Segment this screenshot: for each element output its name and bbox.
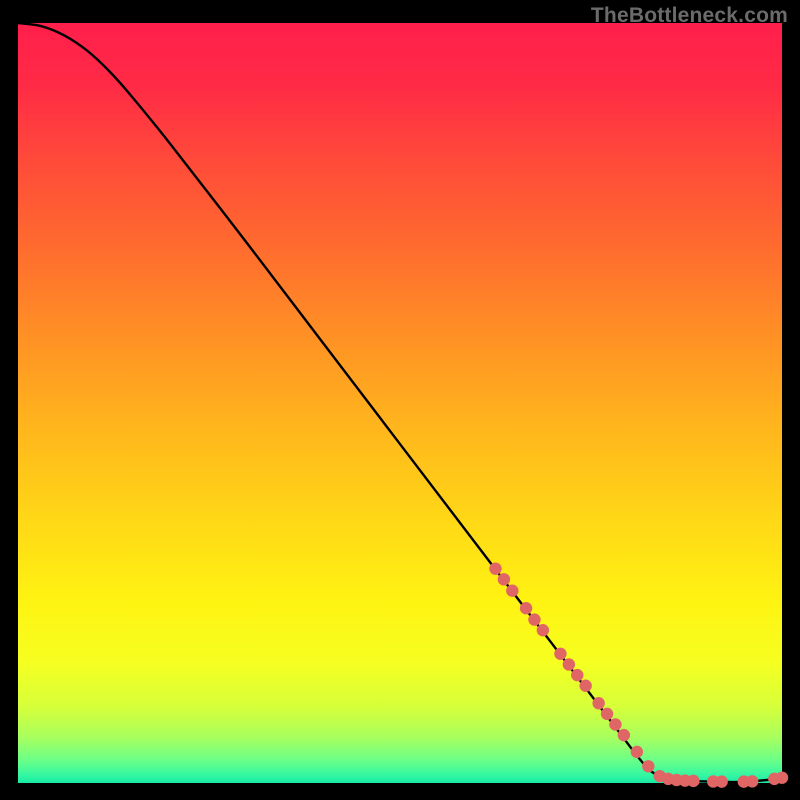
- data-marker: [715, 775, 727, 787]
- data-marker: [592, 697, 604, 709]
- source-watermark: TheBottleneck.com: [591, 4, 788, 28]
- data-marker: [528, 613, 540, 625]
- data-marker: [618, 729, 630, 741]
- data-marker: [746, 775, 758, 787]
- data-marker: [498, 573, 510, 585]
- data-marker: [520, 602, 532, 614]
- data-marker: [554, 648, 566, 660]
- plot-background: [18, 23, 782, 783]
- data-marker: [506, 585, 518, 597]
- data-marker: [563, 658, 575, 670]
- data-marker: [609, 718, 621, 730]
- data-marker: [631, 746, 643, 758]
- data-marker: [642, 760, 654, 772]
- data-marker: [687, 775, 699, 787]
- data-marker: [571, 669, 583, 681]
- bottleneck-chart: [0, 0, 800, 800]
- data-marker: [601, 708, 613, 720]
- data-marker: [776, 771, 788, 783]
- data-marker: [489, 562, 501, 574]
- data-marker: [579, 680, 591, 692]
- data-marker: [537, 624, 549, 636]
